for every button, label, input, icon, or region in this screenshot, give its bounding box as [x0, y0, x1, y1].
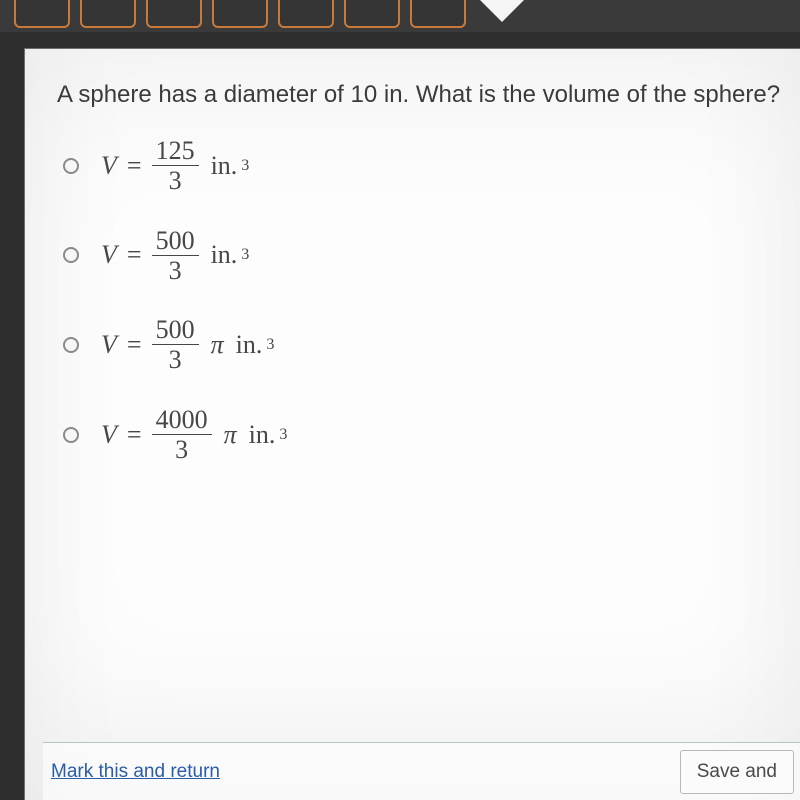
tabs-strip	[0, 0, 800, 32]
question-text: A sphere has a diameter of 10 in. What i…	[57, 81, 776, 109]
equals-sign: =	[127, 151, 142, 181]
mark-return-link[interactable]: Mark this and return	[51, 761, 220, 783]
option-row[interactable]: V = 500 3 π in. 3	[63, 316, 776, 374]
option-row[interactable]: V = 4000 3 π in. 3	[63, 406, 776, 464]
tab-slot[interactable]	[212, 0, 268, 28]
unit-label: in.	[249, 420, 276, 450]
option-formula: V = 125 3 in. 3	[101, 137, 249, 195]
unit-label: in.	[211, 240, 238, 270]
tab-slot[interactable]	[14, 0, 70, 28]
fraction-denominator: 3	[165, 346, 186, 373]
radio-icon[interactable]	[63, 158, 79, 174]
option-formula: V = 500 3 π in. 3	[101, 316, 274, 374]
equals-sign: =	[127, 240, 142, 270]
variable-v: V	[101, 330, 117, 360]
fraction: 4000 3	[152, 406, 212, 464]
radio-icon[interactable]	[63, 247, 79, 263]
pi-symbol: π	[224, 420, 237, 450]
tab-slot[interactable]	[146, 0, 202, 28]
fraction-denominator: 3	[165, 167, 186, 194]
radio-icon[interactable]	[63, 427, 79, 443]
fraction: 500 3	[152, 316, 199, 374]
tab-slot[interactable]	[410, 0, 466, 28]
tab-slot[interactable]	[344, 0, 400, 28]
option-row[interactable]: V = 500 3 in. 3	[63, 227, 776, 285]
variable-v: V	[101, 240, 117, 270]
pi-symbol: π	[211, 330, 224, 360]
fraction-denominator: 3	[171, 436, 192, 463]
option-formula: V = 4000 3 π in. 3	[101, 406, 287, 464]
fraction-denominator: 3	[165, 257, 186, 284]
tab-slot[interactable]	[80, 0, 136, 28]
pointer-notch-icon	[480, 0, 524, 22]
fraction: 500 3	[152, 227, 199, 285]
fraction-numerator: 500	[152, 316, 199, 343]
options-group: V = 125 3 in. 3 V = 500 3 in. 3	[63, 137, 776, 463]
question-panel: A sphere has a diameter of 10 in. What i…	[24, 48, 800, 800]
fraction-numerator: 4000	[152, 406, 212, 433]
option-row[interactable]: V = 125 3 in. 3	[63, 137, 776, 195]
option-formula: V = 500 3 in. 3	[101, 227, 249, 285]
fraction: 125 3	[152, 137, 199, 195]
radio-icon[interactable]	[63, 337, 79, 353]
equals-sign: =	[127, 420, 142, 450]
footer-bar: Mark this and return Save and	[43, 742, 800, 800]
tab-slot[interactable]	[278, 0, 334, 28]
save-button[interactable]: Save and	[680, 750, 794, 794]
variable-v: V	[101, 420, 117, 450]
fraction-numerator: 500	[152, 227, 199, 254]
equals-sign: =	[127, 330, 142, 360]
unit-label: in.	[236, 330, 263, 360]
variable-v: V	[101, 151, 117, 181]
fraction-numerator: 125	[152, 137, 199, 164]
unit-label: in.	[211, 151, 238, 181]
